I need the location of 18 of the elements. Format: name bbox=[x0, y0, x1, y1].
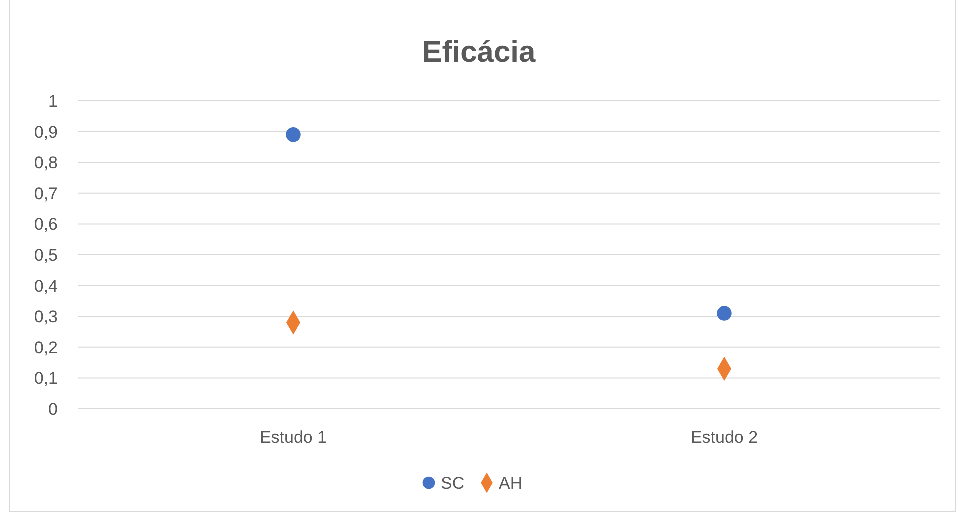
legend-label: SC bbox=[441, 474, 465, 493]
y-tick-label: 0 bbox=[48, 400, 58, 419]
y-tick-label: 0,7 bbox=[34, 184, 58, 204]
y-tick-label: 0,5 bbox=[34, 246, 58, 265]
x-tick-label: Estudo 1 bbox=[260, 428, 328, 447]
y-tick-label: 1 bbox=[48, 92, 58, 111]
y-tick-label: 0,3 bbox=[34, 308, 58, 327]
y-tick-label: 0,2 bbox=[34, 338, 58, 358]
legend-label: AH bbox=[499, 474, 523, 493]
y-tick-label: 0,6 bbox=[34, 215, 58, 234]
y-tick-label: 0,1 bbox=[34, 369, 58, 388]
point bbox=[286, 128, 301, 142]
chart-title: Eficácia bbox=[422, 36, 536, 69]
y-tick-label: 0,9 bbox=[34, 122, 58, 142]
y-tick-label: 0,8 bbox=[34, 154, 58, 173]
point bbox=[717, 306, 732, 321]
x-tick-label: Estudo 2 bbox=[690, 428, 758, 447]
y-tick-label: 0,4 bbox=[34, 276, 58, 296]
